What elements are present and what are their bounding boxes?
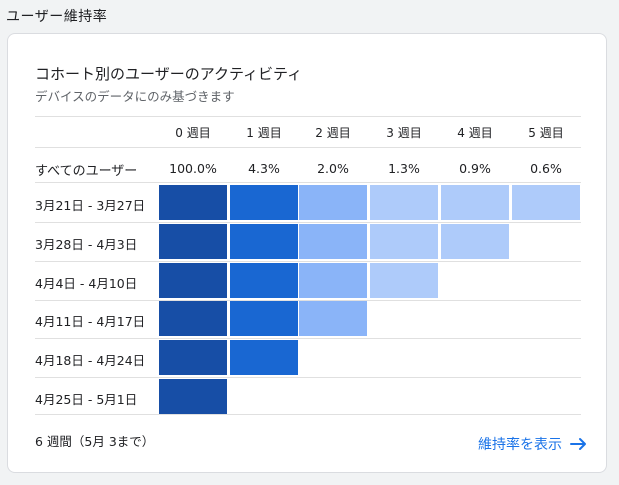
view-retention-link[interactable]: 維持率を表示	[478, 434, 588, 454]
cohort-label: 4月25日 - 5月1日	[35, 392, 138, 407]
card-title: コホート別のユーザーのアクティビティ	[35, 65, 303, 83]
retention-cell[interactable]	[370, 185, 438, 220]
arrow-right-icon[interactable]	[570, 437, 588, 451]
cohort-label: 3月28日 - 4月3日	[35, 237, 138, 252]
retention-cell[interactable]	[299, 263, 367, 298]
section-title: ユーザー維持率	[6, 9, 108, 25]
retention-cell[interactable]	[159, 379, 227, 414]
cohort-label: 4月4日 - 4月10日	[35, 276, 138, 291]
row-divider	[35, 300, 581, 301]
retention-cell[interactable]	[159, 301, 227, 336]
row-divider	[35, 261, 581, 262]
retention-cell[interactable]	[230, 185, 298, 220]
retention-card: コホート別のユーザーのアクティビティ デバイスのデータにのみ基づきます すべての…	[7, 33, 607, 473]
retention-cell[interactable]	[230, 301, 298, 336]
all-users-label: すべてのユーザー	[35, 164, 138, 179]
week-header-2: 2 週目	[315, 126, 351, 140]
retention-cell[interactable]	[299, 301, 367, 336]
week-header-1: 1 週目	[246, 126, 282, 140]
retention-cell[interactable]	[370, 224, 438, 259]
retention-cell[interactable]	[159, 224, 227, 259]
cohort-label: 3月21日 - 3月27日	[35, 198, 146, 213]
retention-cell[interactable]	[159, 185, 227, 220]
retention-cell[interactable]	[159, 263, 227, 298]
retention-cell[interactable]	[230, 224, 298, 259]
all-users-value-1: 4.3%	[248, 161, 280, 176]
retention-cell[interactable]	[441, 185, 509, 220]
retention-cell[interactable]	[370, 263, 438, 298]
retention-cell[interactable]	[159, 340, 227, 375]
retention-cell[interactable]	[299, 224, 367, 259]
cohort-label: 4月11日 - 4月17日	[35, 314, 146, 329]
row-divider	[35, 414, 581, 415]
row-divider	[35, 116, 581, 117]
all-users-value-4: 0.9%	[459, 161, 491, 176]
duration-text: 6 週間（5月 3まで）	[35, 434, 155, 449]
retention-cell[interactable]	[512, 185, 580, 220]
card-subtitle: デバイスのデータにのみ基づきます	[35, 89, 235, 104]
cohort-label: 4月18日 - 4月24日	[35, 353, 146, 368]
row-divider	[35, 377, 581, 378]
all-users-value-2: 2.0%	[317, 161, 349, 176]
row-divider	[35, 182, 581, 183]
retention-cell[interactable]	[230, 263, 298, 298]
row-divider	[35, 338, 581, 339]
retention-cell[interactable]	[230, 340, 298, 375]
all-users-value-5: 0.6%	[530, 161, 562, 176]
week-header-4: 4 週目	[457, 126, 493, 140]
all-users-value-0: 100.0%	[169, 161, 217, 176]
retention-cell[interactable]	[441, 224, 509, 259]
all-users-value-3: 1.3%	[388, 161, 420, 176]
week-header-3: 3 週目	[386, 126, 422, 140]
row-divider	[35, 147, 581, 148]
view-retention-label[interactable]: 維持率を表示	[478, 437, 562, 453]
row-divider	[35, 222, 581, 223]
week-header-0: 0 週目	[175, 126, 211, 140]
week-header-5: 5 週目	[528, 126, 564, 140]
retention-cell[interactable]	[299, 185, 367, 220]
